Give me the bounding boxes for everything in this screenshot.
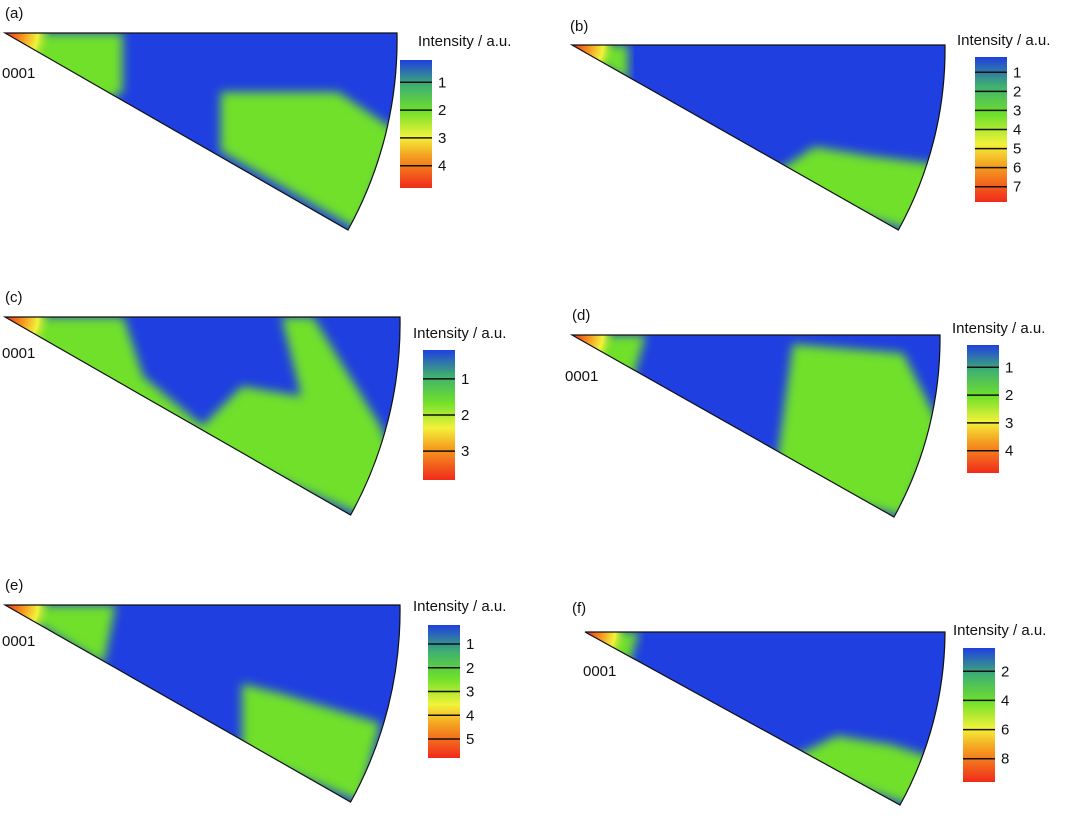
colorbar-tick-label: 6 xyxy=(1001,722,1009,739)
medium-intensity-region xyxy=(758,146,945,230)
colorbar-tick-label: 1 xyxy=(466,636,474,653)
colorbar-title: Intensity / a.u. xyxy=(413,598,507,615)
wedge-outline xyxy=(569,44,946,231)
pole-label: 0001 xyxy=(583,663,617,680)
medium-intensity-region xyxy=(5,317,400,515)
colorbar-tick-label: 4 xyxy=(1005,443,1013,460)
colorbar xyxy=(963,648,995,782)
colorbar-tick-label: 6 xyxy=(1013,160,1021,177)
colorbar-title: Intensity / a.u. xyxy=(413,325,507,342)
colorbar-tick-label: 2 xyxy=(1013,83,1021,100)
colorbar-title: Intensity / a.u. xyxy=(957,32,1051,49)
colorbar-tick-label: 1 xyxy=(1005,359,1013,376)
pole-label: 0001 xyxy=(565,368,599,385)
colorbar-tick-label: 1 xyxy=(438,74,446,91)
colorbar-tick-label: 4 xyxy=(466,707,474,724)
colorbar-tick-label: 4 xyxy=(438,158,446,175)
colorbar-title: Intensity / a.u. xyxy=(418,33,512,50)
colorbar-tick-label: 1 xyxy=(461,371,469,388)
colorbar-tick-label: 3 xyxy=(461,443,469,460)
colorbar-tick-label: 3 xyxy=(438,130,446,147)
colorbar-tick-label: 1 xyxy=(1013,64,1021,81)
colorbar-tick-label: 3 xyxy=(1005,415,1013,432)
pole-label: 0001 xyxy=(2,345,36,362)
panel-label: (d) xyxy=(572,307,591,324)
wedge-outline xyxy=(569,334,941,518)
panel-label: (b) xyxy=(570,18,589,35)
colorbar-tick-label: 2 xyxy=(438,102,446,119)
wedge-outline xyxy=(2,316,401,516)
colorbar-tick-label: 4 xyxy=(1001,692,1009,709)
colorbar-tick-label: 2 xyxy=(461,407,469,424)
medium-intensity-region xyxy=(220,92,397,230)
wedge-outline xyxy=(2,32,398,231)
colorbar-tick-label: 3 xyxy=(466,684,474,701)
colorbar-tick-label: 2 xyxy=(1001,663,1009,680)
colorbar-title: Intensity / a.u. xyxy=(952,320,1046,337)
colorbar-tick-label: 2 xyxy=(466,660,474,677)
colorbar xyxy=(967,345,999,473)
pole-label: 0001 xyxy=(2,633,36,650)
colorbar-tick-label: 2 xyxy=(1005,387,1013,404)
panel-label: (c) xyxy=(5,289,23,306)
colorbar-tick-label: 7 xyxy=(1013,179,1021,196)
wedge-outline xyxy=(2,604,401,803)
colorbar-tick-label: 3 xyxy=(1013,102,1021,119)
medium-intensity-region xyxy=(242,683,381,802)
colorbar xyxy=(400,60,432,188)
pole-label: 0001 xyxy=(2,65,36,82)
colorbar-tick-label: 5 xyxy=(1013,141,1021,158)
colorbar-tick-label: 4 xyxy=(1013,122,1021,139)
panel-label: (a) xyxy=(5,5,24,22)
colorbar-title: Intensity / a.u. xyxy=(953,622,1047,639)
colorbar-tick-label: 5 xyxy=(466,731,474,748)
medium-intensity-region xyxy=(783,735,945,805)
wedge-outline xyxy=(584,631,946,806)
colorbar-tick-label: 8 xyxy=(1001,751,1009,768)
panel-label: (f) xyxy=(572,600,587,617)
panel-label: (e) xyxy=(5,577,24,594)
